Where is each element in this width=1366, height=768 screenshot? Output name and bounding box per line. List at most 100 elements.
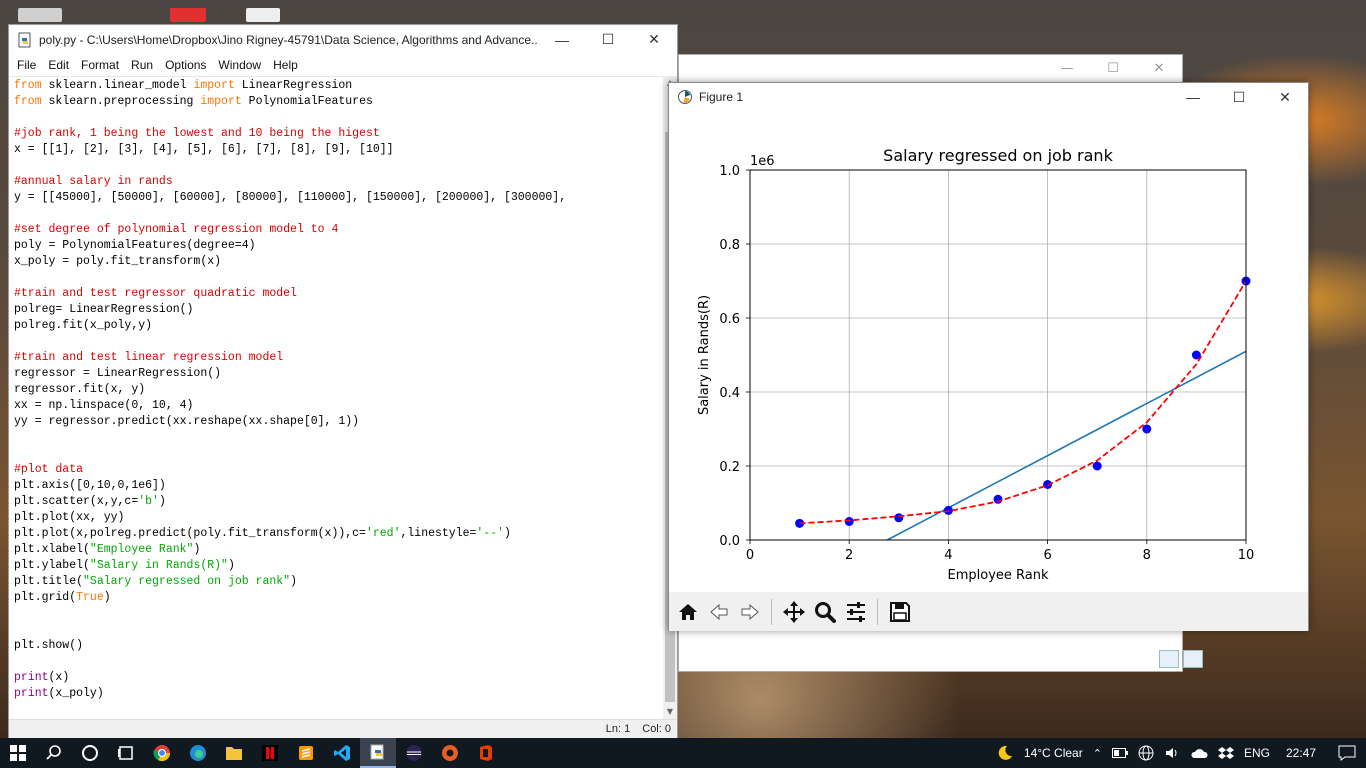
code-line[interactable]: xx = np.linspace(0, 10, 4) [14, 398, 663, 414]
language-indicator[interactable]: ENG [1243, 746, 1270, 760]
view-preview-icon[interactable] [1183, 650, 1203, 668]
code-line[interactable]: #annual salary in rands [14, 174, 663, 190]
cortana-icon[interactable] [72, 738, 108, 768]
code-line[interactable] [14, 110, 663, 126]
code-token: (x) [48, 671, 70, 684]
globe-network-icon[interactable] [1138, 745, 1154, 761]
code-line[interactable]: plt.plot(x,polreg.predict(poly.fit_trans… [14, 526, 663, 542]
windows-start-icon[interactable] [0, 738, 36, 768]
app-icon-orange[interactable] [432, 738, 468, 768]
battery-icon[interactable] [1111, 748, 1128, 758]
code-line[interactable]: #plot data [14, 462, 663, 478]
sublime-text-icon[interactable] [288, 738, 324, 768]
task-view-icon[interactable] [108, 738, 144, 768]
menu-edit[interactable]: Edit [48, 58, 70, 72]
code-line[interactable]: polreg.fit(x_poly,y) [14, 318, 663, 334]
code-line[interactable] [14, 334, 663, 350]
edge-icon[interactable] [180, 738, 216, 768]
maximize-button[interactable]: ☐ [601, 31, 615, 47]
code-editor[interactable]: from sklearn.linear_model import LinearR… [9, 76, 663, 719]
code-line[interactable] [14, 430, 663, 446]
minimize-button[interactable]: — [555, 31, 569, 48]
idle-python-icon[interactable] [360, 738, 396, 768]
code-line[interactable]: #job rank, 1 being the lowest and 10 bei… [14, 126, 663, 142]
configure-subplots-icon[interactable] [841, 597, 870, 626]
code-line[interactable]: print(x_poly) [14, 686, 663, 702]
clock[interactable]: 22:47 [1285, 746, 1316, 760]
code-line[interactable]: yy = regressor.predict(xx.reshape(xx.sha… [14, 414, 663, 430]
code-line[interactable]: poly = PolynomialFeatures(degree=4) [14, 238, 663, 254]
code-line[interactable]: plt.axis([0,10,0,1e6]) [14, 478, 663, 494]
zoom-icon[interactable] [810, 597, 839, 626]
search-icon[interactable] [36, 738, 72, 768]
code-line[interactable]: print(x) [14, 670, 663, 686]
code-token: ) [504, 527, 511, 540]
menu-file[interactable]: File [17, 58, 37, 72]
back-arrow-icon[interactable] [704, 597, 733, 626]
code-line[interactable] [14, 622, 663, 638]
maximize-icon[interactable]: ☐ [1107, 60, 1119, 76]
minimize-button[interactable]: — [1186, 89, 1200, 105]
code-line[interactable]: plt.title("Salary regressed on job rank"… [14, 574, 663, 590]
chevron-up-icon[interactable]: ⌃ [1092, 747, 1102, 760]
code-line[interactable]: regressor = LinearRegression() [14, 366, 663, 382]
code-line[interactable] [14, 654, 663, 670]
menu-window[interactable]: Window [218, 58, 262, 72]
menu-help[interactable]: Help [273, 58, 298, 72]
close-button[interactable]: ✕ [648, 31, 660, 47]
menu-options[interactable]: Options [165, 58, 207, 72]
code-line[interactable] [14, 206, 663, 222]
vscode-icon[interactable] [324, 738, 360, 768]
code-line[interactable]: y = [[45000], [50000], [60000], [80000],… [14, 190, 663, 206]
code-line[interactable]: plt.grid(True) [14, 590, 663, 606]
code-line[interactable]: #train and test regressor quadratic mode… [14, 286, 663, 302]
file-explorer-icon[interactable] [216, 738, 252, 768]
desktop-icon[interactable] [246, 8, 280, 22]
toolbar-separator [877, 598, 878, 625]
desktop-icon[interactable] [170, 8, 206, 22]
chrome-icon[interactable] [144, 738, 180, 768]
code-line[interactable]: plt.scatter(x,y,c='b') [14, 494, 663, 510]
code-line[interactable]: plt.show() [14, 638, 663, 654]
maximize-button[interactable]: ☐ [1232, 88, 1246, 105]
code-line[interactable] [14, 606, 663, 622]
scroll-down-icon[interactable]: ▼ [666, 707, 674, 716]
onedrive-cloud-icon[interactable] [1190, 747, 1208, 759]
code-line[interactable]: #set degree of polynomial regression mod… [14, 222, 663, 238]
code-line[interactable]: regressor.fit(x, y) [14, 382, 663, 398]
close-button[interactable]: ✕ [1279, 88, 1291, 105]
code-line[interactable]: plt.ylabel("Salary in Rands(R)") [14, 558, 663, 574]
save-icon[interactable] [885, 597, 914, 626]
minimize-icon[interactable]: — [1060, 60, 1074, 76]
y-tick-label: 1.0 [719, 164, 740, 179]
close-icon[interactable]: ✕ [1153, 60, 1165, 76]
menu-run[interactable]: Run [131, 58, 154, 72]
code-line[interactable]: #train and test linear regression model [14, 350, 663, 366]
eclipse-icon[interactable] [396, 738, 432, 768]
code-line[interactable]: plt.plot(xx, yy) [14, 510, 663, 526]
view-details-icon[interactable] [1159, 650, 1179, 668]
code-line[interactable] [14, 158, 663, 174]
volume-icon[interactable] [1164, 745, 1180, 761]
weather-text[interactable]: 14°C Clear [1023, 746, 1083, 760]
pan-icon[interactable] [779, 597, 808, 626]
menu-format[interactable]: Format [81, 58, 120, 72]
code-line[interactable]: x = [[1], [2], [3], [4], [5], [6], [7], … [14, 142, 663, 158]
code-line[interactable]: from sklearn.linear_model import LinearR… [14, 78, 663, 94]
code-token: ) [227, 559, 235, 572]
netflix-icon[interactable] [252, 738, 288, 768]
plot-canvas[interactable]: 0 2 4 6 8 10 0.0 0.2 0.4 0.6 0.8 1.0 Salary regresse… [669, 111, 1308, 592]
code-line[interactable]: x_poly = poly.fit_transform(x) [14, 254, 663, 270]
code-line[interactable] [14, 270, 663, 286]
notification-icon[interactable] [1338, 745, 1356, 761]
desktop-icon[interactable] [18, 8, 62, 22]
office-icon[interactable] [468, 738, 504, 768]
editor-menubar: File Edit Format Run Options Window Help [9, 54, 677, 76]
dropbox-icon[interactable] [1217, 746, 1234, 760]
code-line[interactable]: plt.xlabel("Employee Rank") [14, 542, 663, 558]
forward-arrow-icon[interactable] [735, 597, 764, 626]
code-line[interactable]: from sklearn.preprocessing import Polyno… [14, 94, 663, 110]
code-line[interactable] [14, 446, 663, 462]
home-icon[interactable] [673, 597, 702, 626]
code-line[interactable]: polreg= LinearRegression() [14, 302, 663, 318]
